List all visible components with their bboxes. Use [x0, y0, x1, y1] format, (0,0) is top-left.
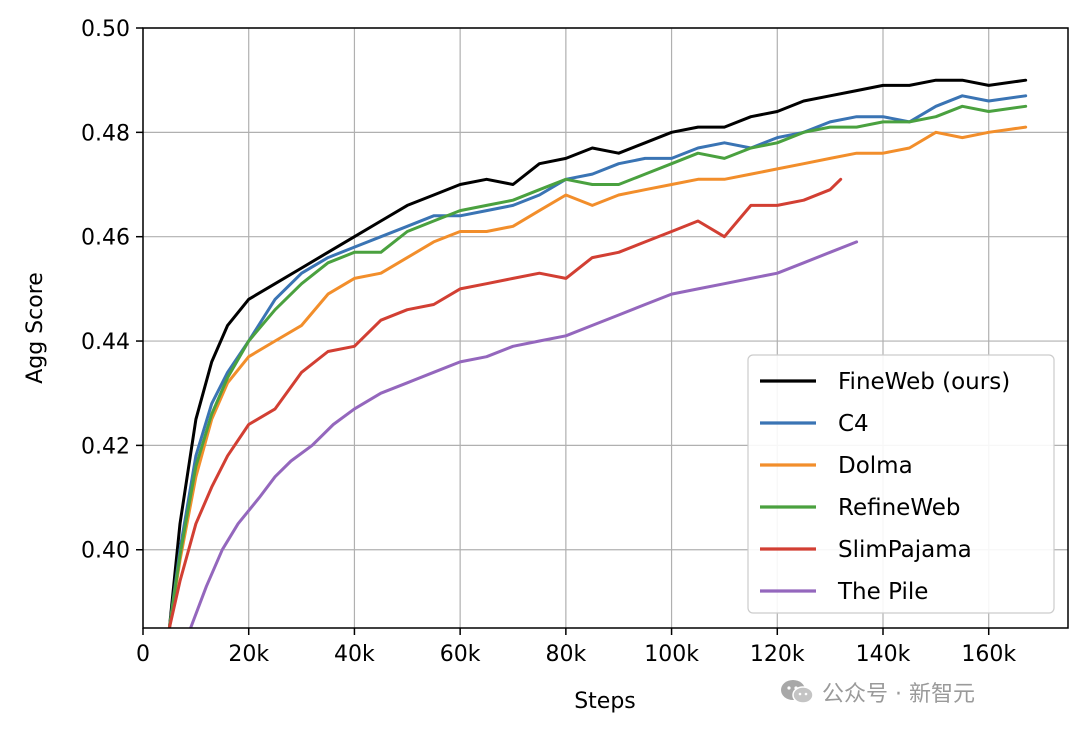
watermark: 公众号 · 新智元 [780, 676, 975, 708]
series-line-3 [167, 104, 1028, 628]
x-tick-label: 40k [334, 642, 375, 667]
x-tick-label: 120k [750, 642, 805, 667]
legend: FineWeb (ours) C4 Dolma RefineWeb SlimPajama… [747, 354, 1055, 614]
x-axis-title: Steps [574, 689, 636, 714]
x-tick-label: 20k [228, 642, 269, 667]
y-tick-label: 0.40 [81, 539, 130, 564]
legend-label: SlimPajama [838, 537, 972, 563]
grid [142, 27, 1068, 628]
legend-label: The Pile [837, 579, 928, 605]
legend-label: FineWeb (ours) [838, 369, 1010, 395]
y-tick-label: 0.48 [81, 121, 130, 146]
x-tick-label: 160k [961, 642, 1016, 667]
y-axis-title: Agg Score [23, 272, 48, 384]
y-tick-label: 0.44 [81, 330, 130, 355]
x-tick-label: 80k [545, 642, 586, 667]
series-lines [167, 78, 1028, 628]
plot-frame [142, 27, 1069, 629]
series-line-0 [167, 78, 1028, 628]
legend-label: C4 [838, 411, 869, 437]
legend-box [747, 354, 1055, 614]
legend-label: Dolma [838, 453, 913, 479]
x-tick-label: 140k [856, 642, 911, 667]
legend-label: RefineWeb [838, 495, 960, 521]
wechat-icon [781, 680, 814, 704]
y-tick-label: 0.50 [81, 17, 130, 42]
series-line-4 [167, 177, 843, 628]
x-ticks: 0 20k 40k 60k 80k 100k 120k 140k 160k [136, 628, 1016, 667]
watermark-text: 公众号 · 新智元 [822, 682, 975, 707]
y-tick-label: 0.46 [81, 226, 130, 251]
x-tick-label: 60k [440, 642, 481, 667]
x-tick-label: 0 [136, 642, 150, 667]
series-line-5 [189, 240, 859, 628]
y-ticks: 0.40 0.42 0.44 0.46 0.48 0.50 [81, 17, 143, 564]
y-tick-label: 0.42 [81, 434, 130, 459]
x-tick-label: 100k [644, 642, 699, 667]
series-line-2 [167, 125, 1028, 628]
